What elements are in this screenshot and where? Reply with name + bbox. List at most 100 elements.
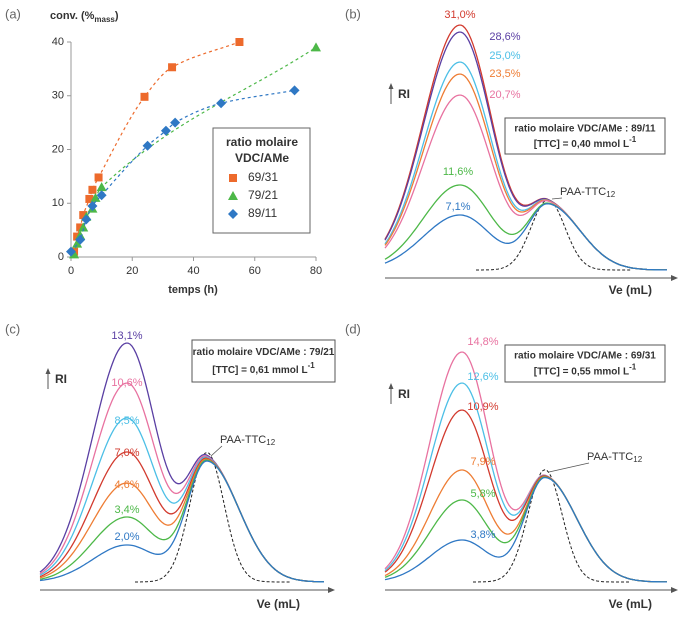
info-sup: -1 — [629, 135, 637, 144]
info-text: [TTC] = 0,61 mmol L — [212, 365, 307, 376]
point — [66, 246, 76, 257]
legend-label: 89/11 — [248, 206, 277, 220]
reference-trace — [135, 451, 291, 583]
reference-label-sub: 12 — [633, 455, 642, 464]
trace-label: 7,1% — [445, 201, 470, 213]
trace-label: 7,0% — [114, 447, 139, 459]
reference-label: PAA-TTC12 — [220, 434, 276, 447]
legend-marker — [228, 209, 238, 219]
x-axis-label: Ve (mL) — [257, 597, 300, 611]
y-tick-label: 40 — [52, 36, 64, 48]
y-axis-label: conv. (%mass) — [50, 10, 119, 24]
point — [76, 223, 85, 232]
trace-label: 5,8% — [470, 488, 495, 500]
point — [75, 234, 86, 245]
legend-title: VDC/AMe — [235, 151, 289, 165]
trace — [39, 417, 324, 583]
info-line: [TTC] = 0,40 mmol L-1 — [534, 135, 637, 150]
x-axis-arrow — [671, 275, 678, 281]
reference-label-text: PAA-TTC — [560, 186, 606, 198]
trace-label: 12,6% — [467, 371, 498, 383]
reference-trace — [473, 469, 629, 583]
info-box — [191, 339, 336, 383]
trace — [384, 476, 667, 583]
info-line: [TTC] = 0,61 mmol L-1 — [212, 361, 315, 376]
info-line: ratio molaire VDC/AMe : 69/31 — [514, 351, 656, 362]
trace-label: 4,6% — [114, 479, 139, 491]
legend-marker — [228, 191, 238, 200]
trace-label: 25,0% — [489, 50, 520, 62]
point — [142, 140, 153, 151]
y-tick-label: 20 — [52, 143, 64, 155]
panel-label: (d) — [345, 321, 361, 336]
point — [87, 200, 98, 211]
point — [140, 92, 149, 101]
point — [96, 190, 107, 201]
point — [90, 192, 101, 202]
point — [311, 42, 321, 52]
point — [94, 173, 103, 182]
info-line: [TTC] = 0,55 mmol L-1 — [534, 363, 637, 378]
trace-label: 2,0% — [114, 531, 139, 543]
trace-label: 3,4% — [114, 504, 139, 516]
x-axis-label: Ve (mL) — [609, 597, 652, 611]
trace-label: 7,9% — [470, 456, 495, 468]
panel-label: (b) — [345, 6, 361, 21]
point — [78, 222, 89, 232]
trace-label: 10,6% — [111, 377, 142, 389]
reference-label-sub: 12 — [266, 438, 275, 447]
x-tick-label: 60 — [249, 265, 261, 277]
trace-label: 11,6% — [443, 166, 474, 178]
trace — [384, 351, 667, 583]
y-axis-label: RI — [398, 87, 410, 101]
info-box — [504, 344, 666, 383]
legend-title: ratio molaire — [226, 135, 298, 149]
trace-label: 14,8% — [467, 336, 498, 348]
point — [96, 182, 107, 192]
point — [88, 185, 97, 194]
trace — [39, 451, 324, 583]
y-arrow-head — [388, 383, 394, 389]
y-tick-label: 0 — [58, 251, 64, 263]
point — [168, 63, 177, 72]
point — [289, 85, 300, 96]
y-axis-label: RI — [398, 387, 410, 401]
point — [81, 214, 92, 225]
x-tick-label: 40 — [187, 265, 199, 277]
trace — [384, 476, 667, 583]
x-tick-label: 80 — [310, 265, 322, 277]
y-tick-label: 10 — [52, 197, 64, 209]
y-axis-label: RI — [55, 372, 67, 386]
info-text: [TTC] = 0,40 mmol L — [534, 139, 629, 150]
legend-marker — [229, 174, 237, 182]
info-sup: -1 — [308, 361, 316, 370]
legend-label: 69/31 — [248, 170, 278, 184]
point — [72, 238, 83, 248]
info-line: ratio molaire VDC/AMe : 79/21 — [193, 347, 335, 358]
trace-label: 13,1% — [111, 330, 142, 342]
legend-label: 79/21 — [248, 188, 278, 202]
reference-label: PAA-TTC12 — [560, 186, 616, 199]
x-axis-arrow — [328, 587, 335, 593]
y-axis-label-text: conv. (% — [50, 10, 95, 22]
trace-label: 23,5% — [489, 68, 520, 80]
reference-label-text: PAA-TTC — [220, 434, 266, 446]
trace-label: 3,8% — [470, 529, 495, 541]
info-box — [504, 117, 666, 155]
point — [79, 211, 88, 220]
reference-leader — [551, 197, 563, 200]
panel-label: (a) — [5, 6, 21, 21]
x-axis-arrow — [671, 587, 678, 593]
x-tick-label: 20 — [126, 265, 138, 277]
reference-label-text: PAA-TTC — [587, 451, 633, 463]
x-axis-label: temps (h) — [168, 284, 218, 296]
trace-label: 20,7% — [489, 89, 520, 101]
trend-line — [70, 89, 295, 252]
trace-label: 31,0% — [444, 9, 475, 21]
info-line: ratio molaire VDC/AMe : 89/11 — [514, 123, 656, 134]
reference-leader — [548, 462, 590, 473]
point — [170, 117, 181, 128]
info-sup: -1 — [629, 363, 637, 372]
trace-label: 10,9% — [467, 401, 498, 413]
